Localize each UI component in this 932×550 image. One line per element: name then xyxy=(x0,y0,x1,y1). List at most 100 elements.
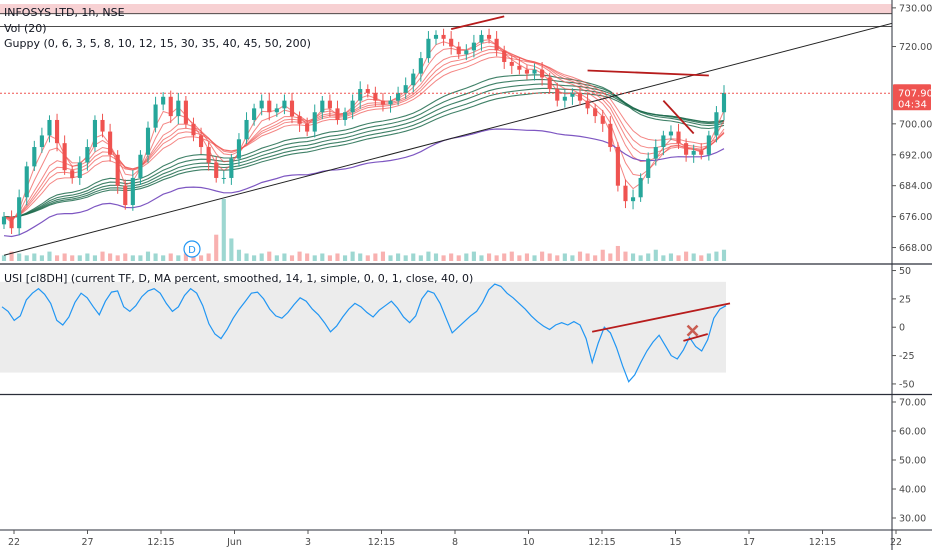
candle-body xyxy=(130,177,135,206)
volume-bar xyxy=(153,253,158,261)
volume-bar xyxy=(638,255,643,261)
volume-bar xyxy=(532,255,537,261)
candle-body xyxy=(305,123,310,132)
volume-bar xyxy=(653,249,658,261)
candle-body xyxy=(403,85,408,93)
volume-bar xyxy=(176,255,181,261)
y-tick-label: 50 xyxy=(899,266,911,277)
ema-200 xyxy=(3,128,725,238)
candle-body xyxy=(380,100,386,105)
y-tick-label: 25 xyxy=(899,294,911,305)
x-tick-label: Jun xyxy=(226,537,242,548)
candle-body xyxy=(62,143,67,171)
candle-body xyxy=(570,92,575,97)
trendline-lower-highs xyxy=(587,69,709,77)
volume-bar xyxy=(70,255,75,261)
time-axis[interactable]: 22 27 12:15 Jun 3 12:15 8 10 12:15 15 17 12:15 22 xyxy=(8,530,902,548)
volume-bar xyxy=(183,253,188,261)
volume-bar xyxy=(1,255,7,261)
volume-bar xyxy=(282,253,287,261)
candle-body xyxy=(161,96,166,105)
candle-body xyxy=(176,100,181,117)
candle-body xyxy=(593,108,598,117)
candle-body xyxy=(608,123,613,148)
volume-bar xyxy=(418,255,423,261)
legend-volume[interactable]: Vol (20) xyxy=(4,22,47,35)
candle-body xyxy=(289,100,295,117)
volume-bar xyxy=(714,251,719,261)
y-tick-label: 668.00 xyxy=(899,243,932,254)
candle-body xyxy=(706,135,711,155)
volume-bar xyxy=(365,255,370,261)
candle-body xyxy=(668,131,674,136)
candle-body xyxy=(115,154,120,186)
volume-bar xyxy=(403,255,408,261)
x-tick-label: 12:15 xyxy=(147,537,174,548)
volume-bar xyxy=(85,253,90,261)
candle-body xyxy=(274,108,279,113)
candle-body xyxy=(24,166,29,198)
y-tick-label: 0 xyxy=(899,323,905,334)
candle-body xyxy=(691,150,696,155)
volume-bar xyxy=(123,253,128,261)
price-axis[interactable]: 668.00 676.00 684.00 692.00 700.00 720.00 730.… xyxy=(892,3,932,525)
candle-body xyxy=(540,69,545,78)
guppy-fast-ribbon xyxy=(3,39,725,224)
y-tick-label: 60.00 xyxy=(899,427,926,438)
price-badge-bg xyxy=(893,84,931,111)
candle-body xyxy=(502,50,507,62)
volume-bar xyxy=(138,255,143,261)
volume-bar xyxy=(456,255,461,261)
candle-body xyxy=(600,116,605,124)
legend-title[interactable]: INFOSYS LTD, 1h, NSE xyxy=(4,6,125,19)
candle-body xyxy=(562,96,567,101)
y-tick-label: 50.00 xyxy=(899,456,926,467)
volume-bar xyxy=(244,253,249,261)
volume-bar xyxy=(47,251,52,261)
candle-body xyxy=(358,89,363,101)
volume-bar xyxy=(608,253,613,261)
dividend-marker[interactable]: D xyxy=(183,240,201,258)
volume-bar xyxy=(24,255,29,261)
volume-bar xyxy=(570,255,575,261)
volume-bar xyxy=(388,255,393,261)
candle-body xyxy=(441,34,446,39)
volume-bar xyxy=(312,255,317,261)
volume-bar xyxy=(396,253,401,261)
candle-body xyxy=(244,119,249,140)
candle-body xyxy=(721,92,727,113)
volume-bar xyxy=(17,253,22,261)
x-tick-label: 8 xyxy=(452,537,458,548)
volume-bar xyxy=(54,255,60,261)
x-tick-label: 3 xyxy=(305,537,311,548)
volume-bar xyxy=(668,253,674,261)
candle-body xyxy=(327,100,332,109)
legend-usi[interactable]: USI [cI8DH] (current TF, D, MA percent, … xyxy=(4,272,474,285)
volume-bar xyxy=(600,249,605,261)
candle-body xyxy=(418,58,423,74)
candle-body xyxy=(411,73,416,86)
trendline-top-connector xyxy=(450,15,505,31)
candle-body xyxy=(320,100,325,113)
volume-bar xyxy=(593,255,598,261)
x-tick-label: 22 xyxy=(8,537,20,548)
candle-body xyxy=(426,38,431,59)
candle-body xyxy=(77,162,82,178)
price-badge-countdown: 04:34 xyxy=(898,99,927,110)
volume-bar xyxy=(77,255,82,261)
y-tick-label: 684.00 xyxy=(899,181,932,192)
candle-body xyxy=(365,89,370,93)
drawn-trendlines[interactable] xyxy=(3,15,893,256)
usi-trendlines[interactable] xyxy=(591,302,731,342)
candle-body xyxy=(449,38,454,47)
x-marker-icon xyxy=(686,324,699,337)
candle-body xyxy=(373,92,378,101)
guppy-fast-ema xyxy=(3,39,725,224)
volume-bar xyxy=(206,253,211,261)
legend-guppy[interactable]: Guppy (0, 6, 3, 5, 8, 10, 12, 15, 30, 35… xyxy=(4,37,311,50)
candle-body xyxy=(388,100,393,105)
candle-body xyxy=(153,104,158,128)
